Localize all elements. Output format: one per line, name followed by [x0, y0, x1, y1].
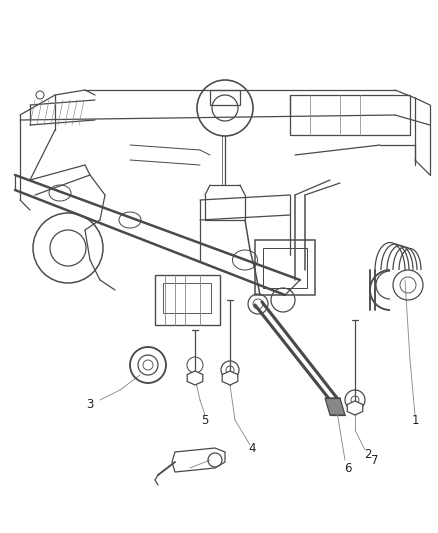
Text: 1: 1	[411, 414, 419, 426]
Bar	[163, 283, 211, 313]
Text: 5: 5	[201, 414, 208, 426]
Text: 6: 6	[344, 462, 352, 474]
Bar	[155, 275, 220, 325]
Bar	[263, 248, 307, 288]
Bar	[210, 90, 240, 105]
Text: 4: 4	[248, 441, 256, 455]
Polygon shape	[222, 371, 238, 385]
Text: 3: 3	[86, 399, 94, 411]
Polygon shape	[325, 398, 345, 415]
Bar	[255, 240, 315, 295]
Polygon shape	[187, 371, 203, 385]
Polygon shape	[347, 401, 363, 415]
Text: 7: 7	[371, 454, 379, 466]
Bar	[290, 95, 410, 135]
Text: 2: 2	[364, 448, 372, 462]
